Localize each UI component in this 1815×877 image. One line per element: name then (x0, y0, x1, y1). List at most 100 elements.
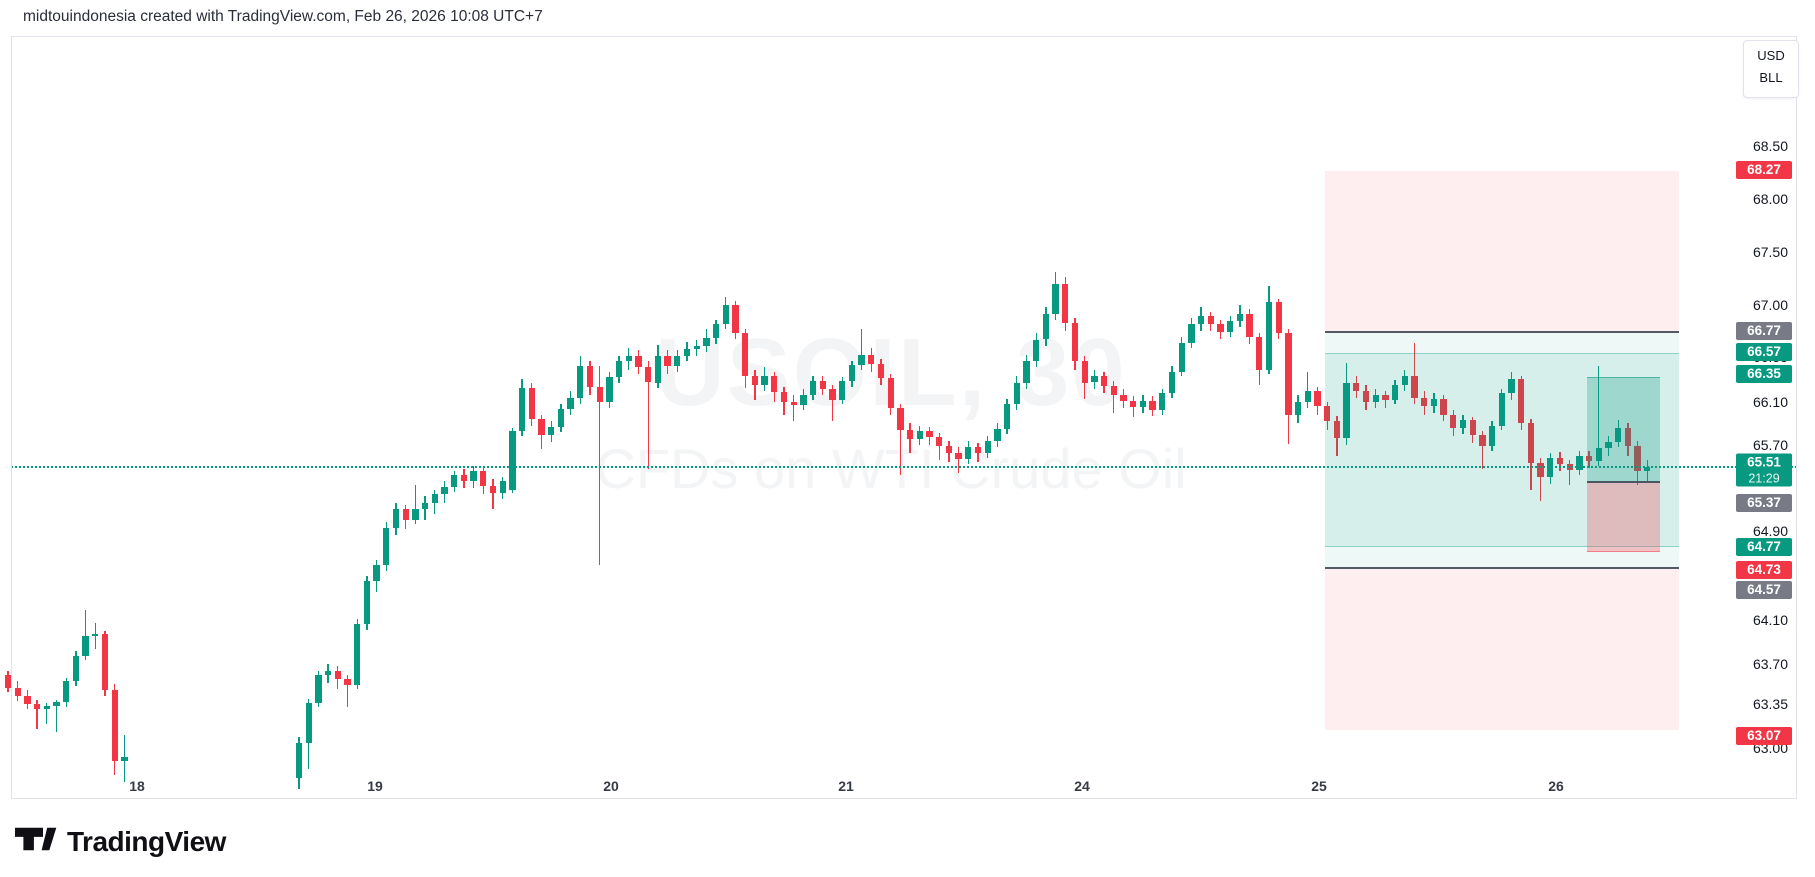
candle (1178, 342, 1185, 372)
candle (1391, 384, 1399, 400)
candle (1488, 425, 1496, 446)
candle-wick (1646, 459, 1648, 482)
candle (1023, 361, 1030, 383)
candle (732, 305, 739, 334)
zone-boundary-line (1325, 330, 1679, 333)
candle (664, 355, 671, 367)
candle (1362, 391, 1370, 402)
last-price-value: 65.51 (1747, 454, 1781, 470)
candle (334, 670, 341, 680)
candle (1537, 463, 1544, 478)
lower-edge-band[interactable] (1325, 546, 1679, 569)
time-tick-20: 20 (603, 778, 619, 794)
candle (858, 354, 865, 366)
candle (1411, 376, 1418, 398)
price-tick-label: 64.90 (1752, 523, 1788, 539)
candle (654, 355, 662, 383)
position-stop-box[interactable] (1587, 482, 1660, 553)
price-badge-66.77: 66.77 (1736, 322, 1792, 340)
candle (1372, 395, 1379, 402)
candle (557, 409, 565, 427)
upper-risk-zone[interactable] (1325, 170, 1679, 332)
candle (848, 365, 856, 382)
currency-unit-box: USD BLL (1743, 40, 1799, 98)
candle (1052, 283, 1059, 314)
price-tick-label: 68.00 (1752, 191, 1788, 207)
price-tick-label: 68.50 (1752, 138, 1788, 154)
candle (1275, 301, 1282, 334)
candle (1294, 401, 1302, 415)
candle (33, 703, 41, 710)
candle (1508, 379, 1515, 394)
price-badge-65.37: 65.37 (1736, 494, 1792, 512)
candle-wick (1481, 430, 1484, 469)
candle (121, 756, 128, 761)
candle (1304, 391, 1311, 402)
candle (1479, 435, 1486, 446)
price-tick-label: 63.70 (1752, 656, 1788, 672)
candle (1353, 382, 1360, 392)
candle (1130, 400, 1137, 408)
candle (1634, 445, 1641, 471)
candle (897, 408, 904, 430)
candle (412, 509, 419, 521)
candle-wick (492, 479, 494, 510)
unit-label: BLL (1759, 70, 1783, 85)
candle-wick (1113, 381, 1115, 413)
currency-label: USD (1757, 48, 1785, 63)
candle (363, 581, 371, 625)
tradingview-logo[interactable]: TradingView (15, 822, 226, 861)
attribution-text: midtouindonesia created with TradingView… (23, 8, 543, 25)
candle (945, 445, 953, 454)
candle (1527, 423, 1535, 464)
price-tick-label: 64.10 (1752, 612, 1788, 628)
candle (1285, 333, 1292, 415)
price-tick-label: 63.35 (1752, 696, 1788, 712)
candle (305, 702, 312, 743)
candle-wick (899, 404, 902, 475)
position-entry-line[interactable] (1587, 481, 1660, 484)
candle (586, 366, 594, 387)
candle (315, 674, 322, 703)
time-tick-21: 21 (838, 778, 854, 794)
price-badge-64.73: 64.73 (1736, 561, 1792, 579)
candle (1440, 398, 1447, 415)
candle (480, 470, 487, 486)
candle (451, 474, 458, 487)
candle (441, 486, 448, 495)
lower-risk-zone[interactable] (1325, 568, 1679, 730)
candle (800, 395, 807, 406)
candle-wick (46, 702, 48, 725)
candle (1081, 361, 1088, 383)
candle-wick (55, 699, 58, 732)
candle (499, 481, 506, 494)
candle (1217, 324, 1224, 332)
candle (14, 687, 21, 697)
candle (955, 453, 962, 459)
candle-wick (647, 361, 649, 469)
upper-edge-band[interactable] (1325, 331, 1679, 354)
candle (1100, 376, 1108, 386)
candle (421, 502, 429, 510)
candle (53, 701, 60, 707)
candle (1120, 395, 1127, 401)
price-badge-63.07: 63.07 (1736, 727, 1792, 745)
candle (1227, 321, 1234, 332)
candle (101, 634, 109, 690)
candle (1207, 315, 1214, 325)
candle-wick (94, 623, 96, 650)
candle (790, 401, 797, 406)
time-tick-24: 24 (1074, 778, 1090, 794)
mid-value-zone[interactable] (1325, 353, 1679, 547)
candle (1110, 385, 1117, 396)
candle (1605, 441, 1612, 449)
position-profit-box[interactable] (1587, 377, 1660, 484)
candle-wick (36, 699, 38, 729)
candle (92, 634, 99, 637)
candle (829, 388, 836, 400)
